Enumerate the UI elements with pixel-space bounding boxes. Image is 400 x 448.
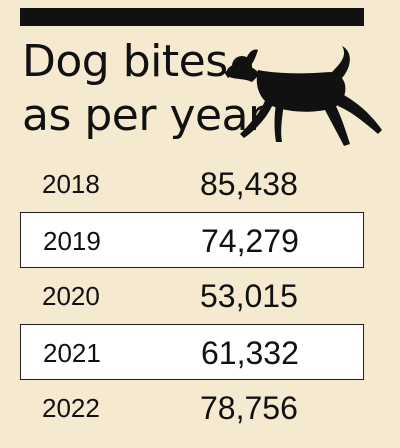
dog-bites-table: 2018 85,438 2019 74,279 2020 53,015 2021 61,332… [20,156,364,440]
chart-title-line-2: as per year [22,90,266,141]
year-cell: 2022 [42,393,100,423]
table-row: 2022 78,756 [20,380,364,436]
table-row: 2021 61,332 [20,324,364,380]
table-row: 2018 85,438 [20,156,364,212]
bites-count-cell: 53,015 [200,278,298,314]
table-row: 2019 74,279 [20,212,364,268]
table-row: 2020 53,015 [20,268,364,324]
running-dog-icon [224,46,382,146]
year-cell: 2018 [42,169,100,199]
bites-count-cell: 85,438 [200,166,298,202]
header-bar [20,8,364,26]
bites-count-cell: 61,332 [201,335,299,371]
year-cell: 2021 [43,338,101,368]
year-cell: 2019 [43,226,101,256]
year-cell: 2020 [42,281,100,311]
bites-count-cell: 78,756 [200,390,298,426]
bites-count-cell: 74,279 [201,223,299,259]
chart-title-line-1: Dog bites [22,36,228,87]
